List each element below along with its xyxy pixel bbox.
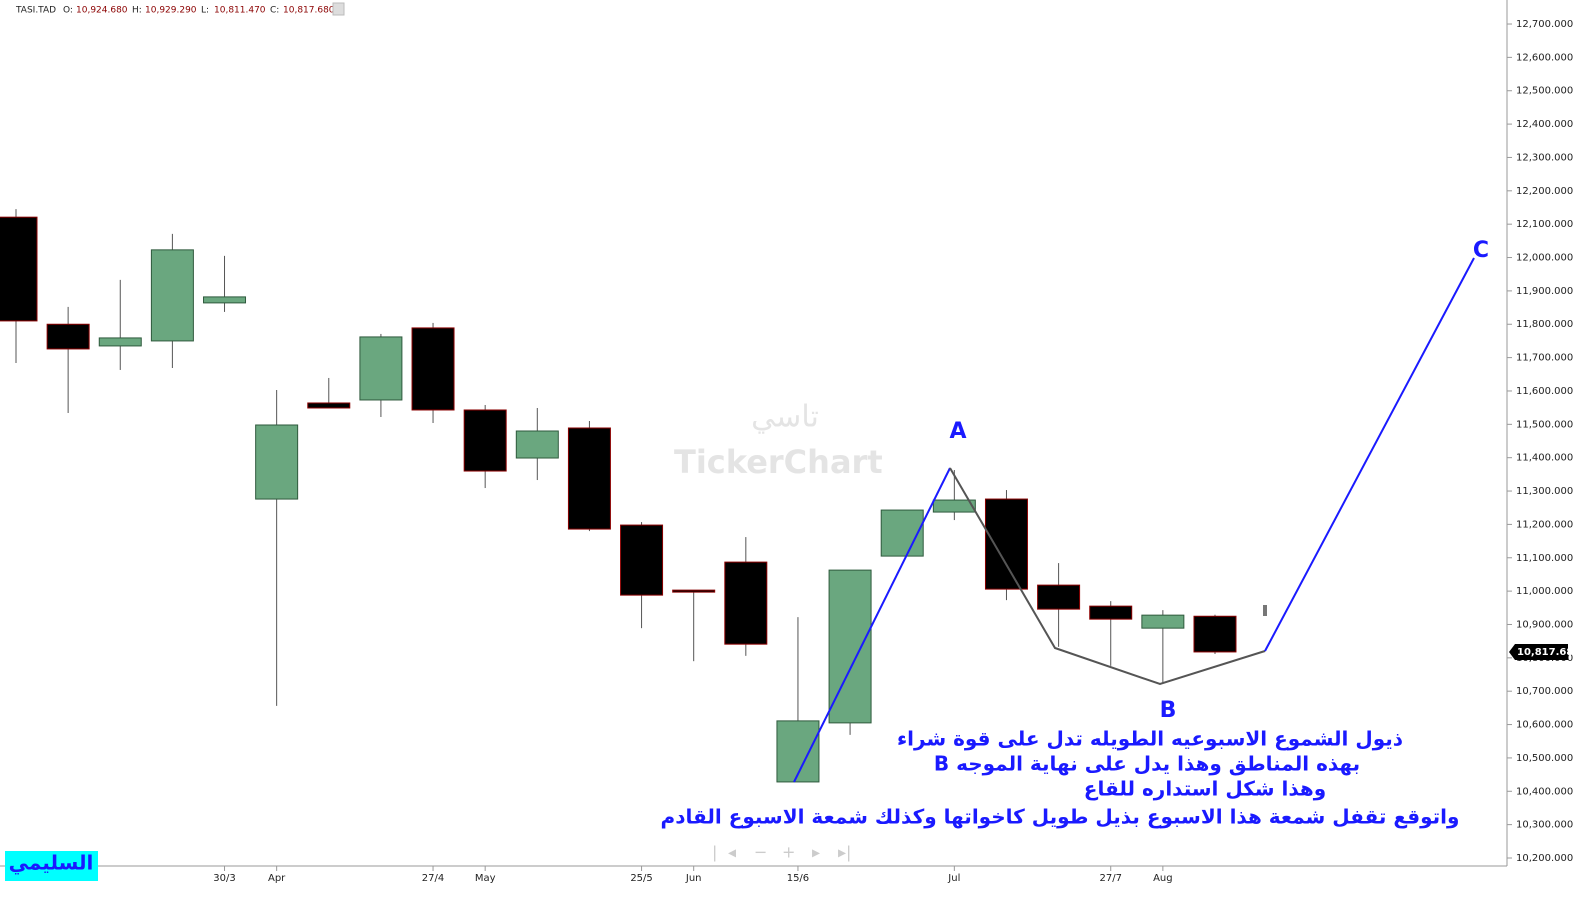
candle-body xyxy=(984,498,1028,590)
note: ذيول الشموع الاسبوعيه الطويله تدل على قو… xyxy=(897,727,1403,751)
x-tick-label: 15/6 xyxy=(787,873,809,884)
y-tick-label: 11,400.000 xyxy=(1516,453,1573,464)
candle-body xyxy=(150,249,194,342)
y-tick-label: 12,200.000 xyxy=(1516,186,1573,197)
note: واتوقع تقفل شمعة هذا الاسبوع بذيل طويل ك… xyxy=(661,805,1460,829)
last-price-label: 10,817.680 xyxy=(1517,647,1580,658)
annotation: A xyxy=(949,419,966,444)
header-label: L: xyxy=(201,6,209,16)
header: O: 10,924.680 H: 10,929.290 L: 10,811.470 C: 10… xyxy=(63,6,335,16)
y-tick-label: 10,700.000 xyxy=(1516,686,1573,697)
candle-body xyxy=(776,720,820,783)
y-tick-label: 10,500.000 xyxy=(1516,753,1573,764)
candle-body xyxy=(203,296,247,304)
drawing-line xyxy=(1264,257,1475,652)
candle-body xyxy=(463,409,507,472)
header-value: 10,811.470 xyxy=(214,6,266,16)
header-label: H: xyxy=(132,6,142,16)
watermark: TickerChart xyxy=(674,443,883,481)
y-tick-label: 11,500.000 xyxy=(1516,419,1573,430)
y-tick-label: 12,600.000 xyxy=(1516,52,1573,63)
header-value: 10,817.680 xyxy=(283,6,335,16)
candle-body xyxy=(880,509,924,557)
candle-body xyxy=(411,327,455,411)
nav-button[interactable]: ▸| xyxy=(838,843,851,862)
drawing-line xyxy=(949,467,1266,686)
x-tick-label: Jun xyxy=(685,873,702,884)
y-tick-label: 12,300.000 xyxy=(1516,152,1573,163)
y-tick-label: 11,700.000 xyxy=(1516,353,1573,364)
candle-body xyxy=(1089,605,1133,620)
note: وهذا شكل استداره للقاع xyxy=(1084,777,1326,801)
header-label: O: xyxy=(63,6,73,16)
x-tick-label: 25/5 xyxy=(630,873,652,884)
nav-button[interactable]: − xyxy=(754,843,767,862)
y-tick-label: 10,200.000 xyxy=(1516,853,1573,864)
x-tick-label: 27/7 xyxy=(1099,873,1121,884)
last-price-tag xyxy=(1509,643,1568,660)
candle-body xyxy=(307,402,351,409)
nav-button[interactable]: ◂ xyxy=(728,843,736,862)
y-tick-label: 10,600.000 xyxy=(1516,720,1573,731)
y-tick-label: 12,700.000 xyxy=(1516,19,1573,30)
annotation: C xyxy=(1473,238,1489,263)
y-tick-label: 10,900.000 xyxy=(1516,619,1573,630)
badge xyxy=(5,851,98,881)
candle-body xyxy=(1141,614,1185,629)
candle-body xyxy=(932,499,976,513)
x-tick-label: 30/3 xyxy=(213,873,235,884)
y-tick-label: 12,500.000 xyxy=(1516,86,1573,97)
candle-body xyxy=(724,561,768,645)
y-tick-label: 10,400.000 xyxy=(1516,786,1573,797)
note: بهذه المناطق وهذا يدل على نهاية الموجه B xyxy=(934,752,1360,776)
header-value: 10,924.680 xyxy=(76,6,128,16)
candle-body xyxy=(620,524,664,596)
drawing-line xyxy=(793,467,951,783)
y-tick-label: 11,900.000 xyxy=(1516,286,1573,297)
candles xyxy=(0,209,1237,783)
y-tick-label: 10,300.000 xyxy=(1516,820,1573,831)
nav-controls[interactable]: | ◂ − + ▸ ▸| xyxy=(712,843,851,862)
watermark: تاسي xyxy=(751,400,819,435)
y-tick-label: 11,000.000 xyxy=(1516,586,1573,597)
candle-body xyxy=(1037,584,1081,610)
nav-button[interactable]: + xyxy=(782,843,795,862)
y-tick-label: 11,600.000 xyxy=(1516,386,1573,397)
marker xyxy=(1263,605,1267,616)
candle-body xyxy=(515,430,559,459)
candle-body xyxy=(0,216,38,322)
nav-button[interactable]: | xyxy=(712,843,717,862)
x-tick-label: Apr xyxy=(268,873,286,884)
y-tick-label: 11,800.000 xyxy=(1516,319,1573,330)
x-tick-label: Jul xyxy=(947,873,960,884)
nav-button[interactable]: ▸ xyxy=(812,843,820,862)
y-tick-label: 11,200.000 xyxy=(1516,519,1573,530)
candle-body xyxy=(359,336,403,401)
symbol: TASI.TAD xyxy=(15,6,56,16)
y-tick-label: 12,000.000 xyxy=(1516,253,1573,264)
badge-text: السليمي xyxy=(9,851,94,876)
annotation: B xyxy=(1160,698,1177,723)
candle-body xyxy=(567,427,611,530)
candle-body xyxy=(672,589,716,593)
candle-body xyxy=(255,424,299,500)
y-tick-label: 12,100.000 xyxy=(1516,219,1573,230)
y-tick-label: 11,300.000 xyxy=(1516,486,1573,497)
x-tick-label: 27/4 xyxy=(422,873,444,884)
y-tick-label: 12,400.000 xyxy=(1516,119,1573,130)
header-button[interactable] xyxy=(332,2,345,16)
header-label: C: xyxy=(270,6,279,16)
candle-body xyxy=(46,323,90,350)
x-tick-label: Aug xyxy=(1153,873,1173,884)
x-tick-label: May xyxy=(475,873,496,884)
candle-body xyxy=(98,337,142,347)
candle-body xyxy=(1193,615,1237,653)
y-tick-label: 11,100.000 xyxy=(1516,553,1573,564)
header-value: 10,929.290 xyxy=(145,6,197,16)
